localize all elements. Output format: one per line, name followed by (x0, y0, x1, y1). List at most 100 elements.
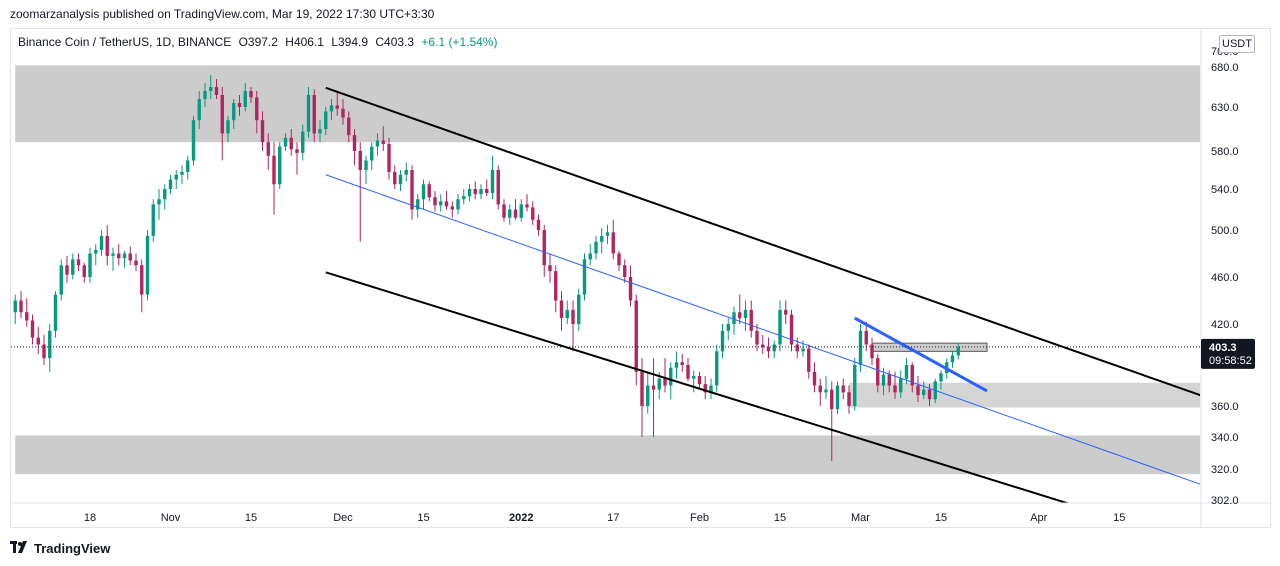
candle-body (473, 189, 477, 195)
candle-body (111, 253, 115, 256)
bar-countdown-label: 09:58:52 (1209, 355, 1252, 367)
candle-body (462, 196, 466, 200)
currency-badge[interactable]: USDT (1219, 35, 1255, 53)
candle-body (329, 105, 334, 112)
candle-body (88, 253, 92, 277)
x-tick-label: Feb (690, 512, 709, 524)
zone-rect-2 (849, 382, 1200, 408)
candle-body (145, 235, 150, 295)
candle-body (352, 135, 357, 151)
candle-body (249, 91, 253, 98)
trendline-channel-upper[interactable] (325, 86, 1240, 409)
candle-body (421, 184, 426, 200)
candle-body (841, 385, 845, 393)
candle-body (289, 137, 293, 150)
candle-body (749, 309, 753, 331)
candle-body (904, 365, 909, 379)
candle-body (502, 204, 506, 218)
candle-body (634, 300, 638, 372)
candle-body (186, 160, 190, 172)
candle-body (306, 95, 311, 132)
tradingview-footer[interactable]: TradingView (10, 541, 110, 556)
candle-body (295, 149, 299, 153)
candle-body (490, 170, 495, 194)
candle-body (548, 265, 552, 272)
candle-body (513, 209, 518, 218)
chart-frame (10, 28, 1271, 528)
candle-body (864, 330, 868, 345)
candle-body (364, 160, 368, 170)
candle-body (899, 378, 903, 393)
candle-body (220, 95, 224, 134)
y-tick-label: 360.0 (1211, 401, 1239, 413)
candle-body (410, 170, 414, 210)
x-tick-label: 15 (1113, 512, 1125, 524)
trendline-channel-mid[interactable] (325, 174, 1240, 499)
candle-body (663, 378, 667, 386)
candle-body (565, 309, 569, 319)
candle-body (42, 344, 46, 359)
candle-body (824, 389, 828, 393)
candle-body (818, 385, 822, 393)
y-tick-label: 340.0 (1211, 432, 1239, 444)
candle-body (669, 367, 673, 386)
trendline-wedge-trendline[interactable] (854, 316, 988, 393)
candle-body (525, 204, 529, 208)
candle-body (732, 312, 736, 324)
candle-body (485, 189, 489, 194)
candle-body (680, 362, 684, 365)
candle-body (347, 117, 351, 136)
trendline-channel-lower[interactable] (325, 271, 1085, 508)
candle-body (743, 309, 748, 319)
candle-body (312, 95, 316, 134)
candle-body (939, 373, 943, 382)
candle-body (755, 330, 759, 345)
candle-body (272, 155, 276, 185)
candle-body (105, 235, 109, 256)
candle-body (444, 201, 449, 207)
candle-body (686, 365, 690, 379)
candle-body (617, 253, 621, 266)
candle-body (174, 174, 178, 180)
candle-body (887, 374, 891, 386)
candle-body (479, 189, 483, 195)
candle-body (168, 179, 173, 189)
candle-body (766, 347, 771, 352)
candle-body (140, 265, 144, 295)
legend-open: O397.2 (238, 35, 278, 49)
candle-body (542, 230, 546, 266)
candle-body (48, 330, 52, 359)
candle-body (128, 253, 132, 261)
candle-body (19, 300, 23, 313)
candle-body (611, 232, 615, 254)
y-tick-label: 302.0 (1211, 495, 1239, 507)
zone-rect-0 (15, 65, 1200, 143)
candle-body (640, 371, 644, 406)
candle-body (738, 312, 742, 319)
candle-body (117, 253, 121, 259)
y-tick-label: 320.0 (1211, 464, 1239, 476)
candle-body (237, 103, 242, 107)
candle-body (657, 378, 661, 390)
candle-body (956, 347, 960, 356)
candle-body (715, 351, 719, 386)
candle-body (94, 249, 98, 254)
x-tick-label: Mar (851, 512, 870, 524)
candle-body (623, 265, 627, 277)
candle-body (496, 170, 500, 205)
x-tick-label: 2022 (509, 512, 533, 524)
y-tick-label: 630.0 (1211, 102, 1239, 114)
candle-body (795, 344, 799, 352)
candle-body (36, 337, 40, 345)
candle-body (577, 294, 581, 324)
candle-body (197, 99, 201, 121)
candle-body (876, 358, 880, 386)
candle-body (232, 103, 236, 121)
candle-body (335, 105, 339, 109)
legend-close: C403.3 (375, 35, 415, 49)
candle-body (726, 324, 730, 331)
symbol-legend: Binance Coin / TetherUS, 1D, BINANCE O39… (18, 35, 501, 49)
candle-body (784, 309, 788, 315)
candle-body (226, 120, 230, 134)
